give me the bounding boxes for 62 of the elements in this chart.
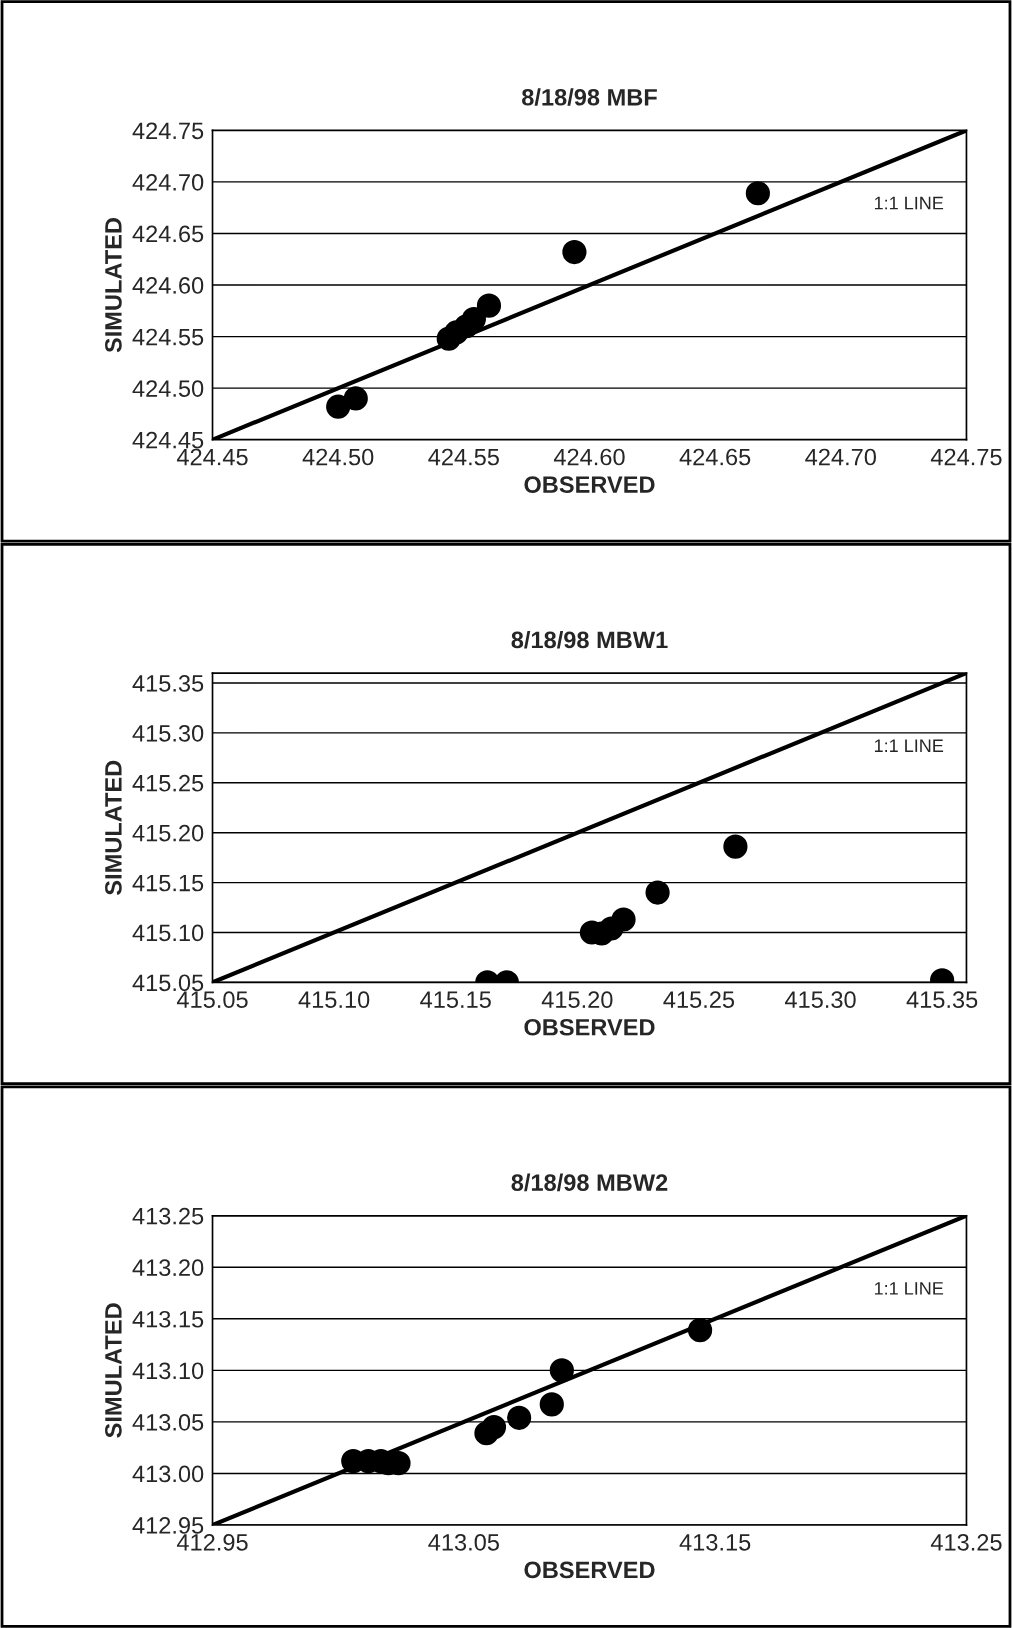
- point: [549, 1358, 574, 1383]
- y-axis-title: SIMULATED: [105, 760, 122, 896]
- y-tick-label: 415.05: [132, 974, 204, 992]
- x-tick-label: 424.70: [805, 448, 876, 466]
- annotation: 1:1 LINE: [874, 1282, 944, 1295]
- x-tick-label: 413.05: [428, 1533, 499, 1551]
- x-tick-label: 415.25: [663, 991, 735, 1009]
- y-tick-label: 424.70: [132, 174, 204, 191]
- x-tick-label: 415.35: [906, 991, 978, 1009]
- y-tick-label: 424.55: [132, 328, 204, 346]
- point: [507, 1405, 532, 1430]
- x-tick-label: 424.65: [679, 448, 751, 466]
- y-axis-title: SIMULATED: [105, 218, 122, 353]
- x-axis-title: OBSERVED: [524, 1561, 655, 1579]
- point: [481, 1414, 507, 1440]
- x-tick-label: 415.10: [298, 991, 370, 1009]
- y-tick-label: 424.50: [132, 380, 204, 397]
- y-tick-label: 415.15: [132, 874, 204, 892]
- y-tick-label: 415.30: [132, 724, 204, 742]
- x-tick-label: 415.20: [541, 991, 613, 1009]
- point: [687, 1318, 713, 1343]
- y-tick-label: 415.35: [132, 675, 204, 692]
- x-tick-label: 413.25: [930, 1533, 1002, 1551]
- x-tick-label: 415.05: [176, 991, 248, 1009]
- annotation: 1:1 LINE: [874, 739, 944, 752]
- point: [343, 386, 368, 411]
- x-axis-title: OBSERVED: [524, 476, 655, 493]
- x-tick-label: 424.50: [302, 448, 374, 466]
- y-tick-label: 415.25: [132, 774, 204, 792]
- y-tick-label: 413.05: [132, 1413, 204, 1431]
- chart-title: 8/18/98 MBF: [522, 88, 657, 106]
- y-tick-label: 413.20: [132, 1259, 204, 1277]
- point: [539, 1392, 564, 1417]
- chart-title: 8/18/98 MBW1: [511, 630, 668, 649]
- x-tick-label: 424.55: [428, 448, 499, 466]
- x-tick-label: 415.30: [784, 991, 856, 1009]
- x-tick-label: 424.75: [930, 448, 1002, 466]
- point: [562, 239, 587, 265]
- y-tick-label: 415.10: [132, 924, 204, 942]
- y-tick-label: 412.95: [132, 1517, 204, 1534]
- y-tick-label: 424.65: [132, 225, 204, 243]
- y-tick-label: 415.20: [132, 824, 204, 842]
- point: [476, 293, 502, 318]
- x-tick-label: 424.45: [176, 448, 248, 466]
- y-tick-label: 424.45: [132, 431, 204, 449]
- x-axis-title: OBSERVED: [524, 1018, 655, 1036]
- chart-title: 8/18/98 MBW2: [511, 1173, 668, 1192]
- x-tick-label: 415.15: [420, 991, 491, 1009]
- y-tick-label: 413.15: [132, 1310, 204, 1328]
- point: [461, 306, 486, 332]
- y-tick-label: 413.25: [132, 1207, 204, 1225]
- y-tick-label: 413.00: [132, 1465, 204, 1483]
- y-tick-label: 424.75: [132, 122, 204, 140]
- y-axis-title: SIMULATED: [105, 1303, 122, 1438]
- annotation: 1:1 LINE: [874, 196, 944, 210]
- point: [745, 181, 770, 206]
- x-tick-label: 413.15: [679, 1533, 751, 1551]
- y-tick-label: 413.10: [132, 1362, 204, 1380]
- point: [326, 394, 351, 419]
- y-tick-label: 424.60: [132, 277, 204, 294]
- x-tick-label: 412.95: [176, 1533, 248, 1551]
- x-tick-label: 424.60: [553, 448, 625, 466]
